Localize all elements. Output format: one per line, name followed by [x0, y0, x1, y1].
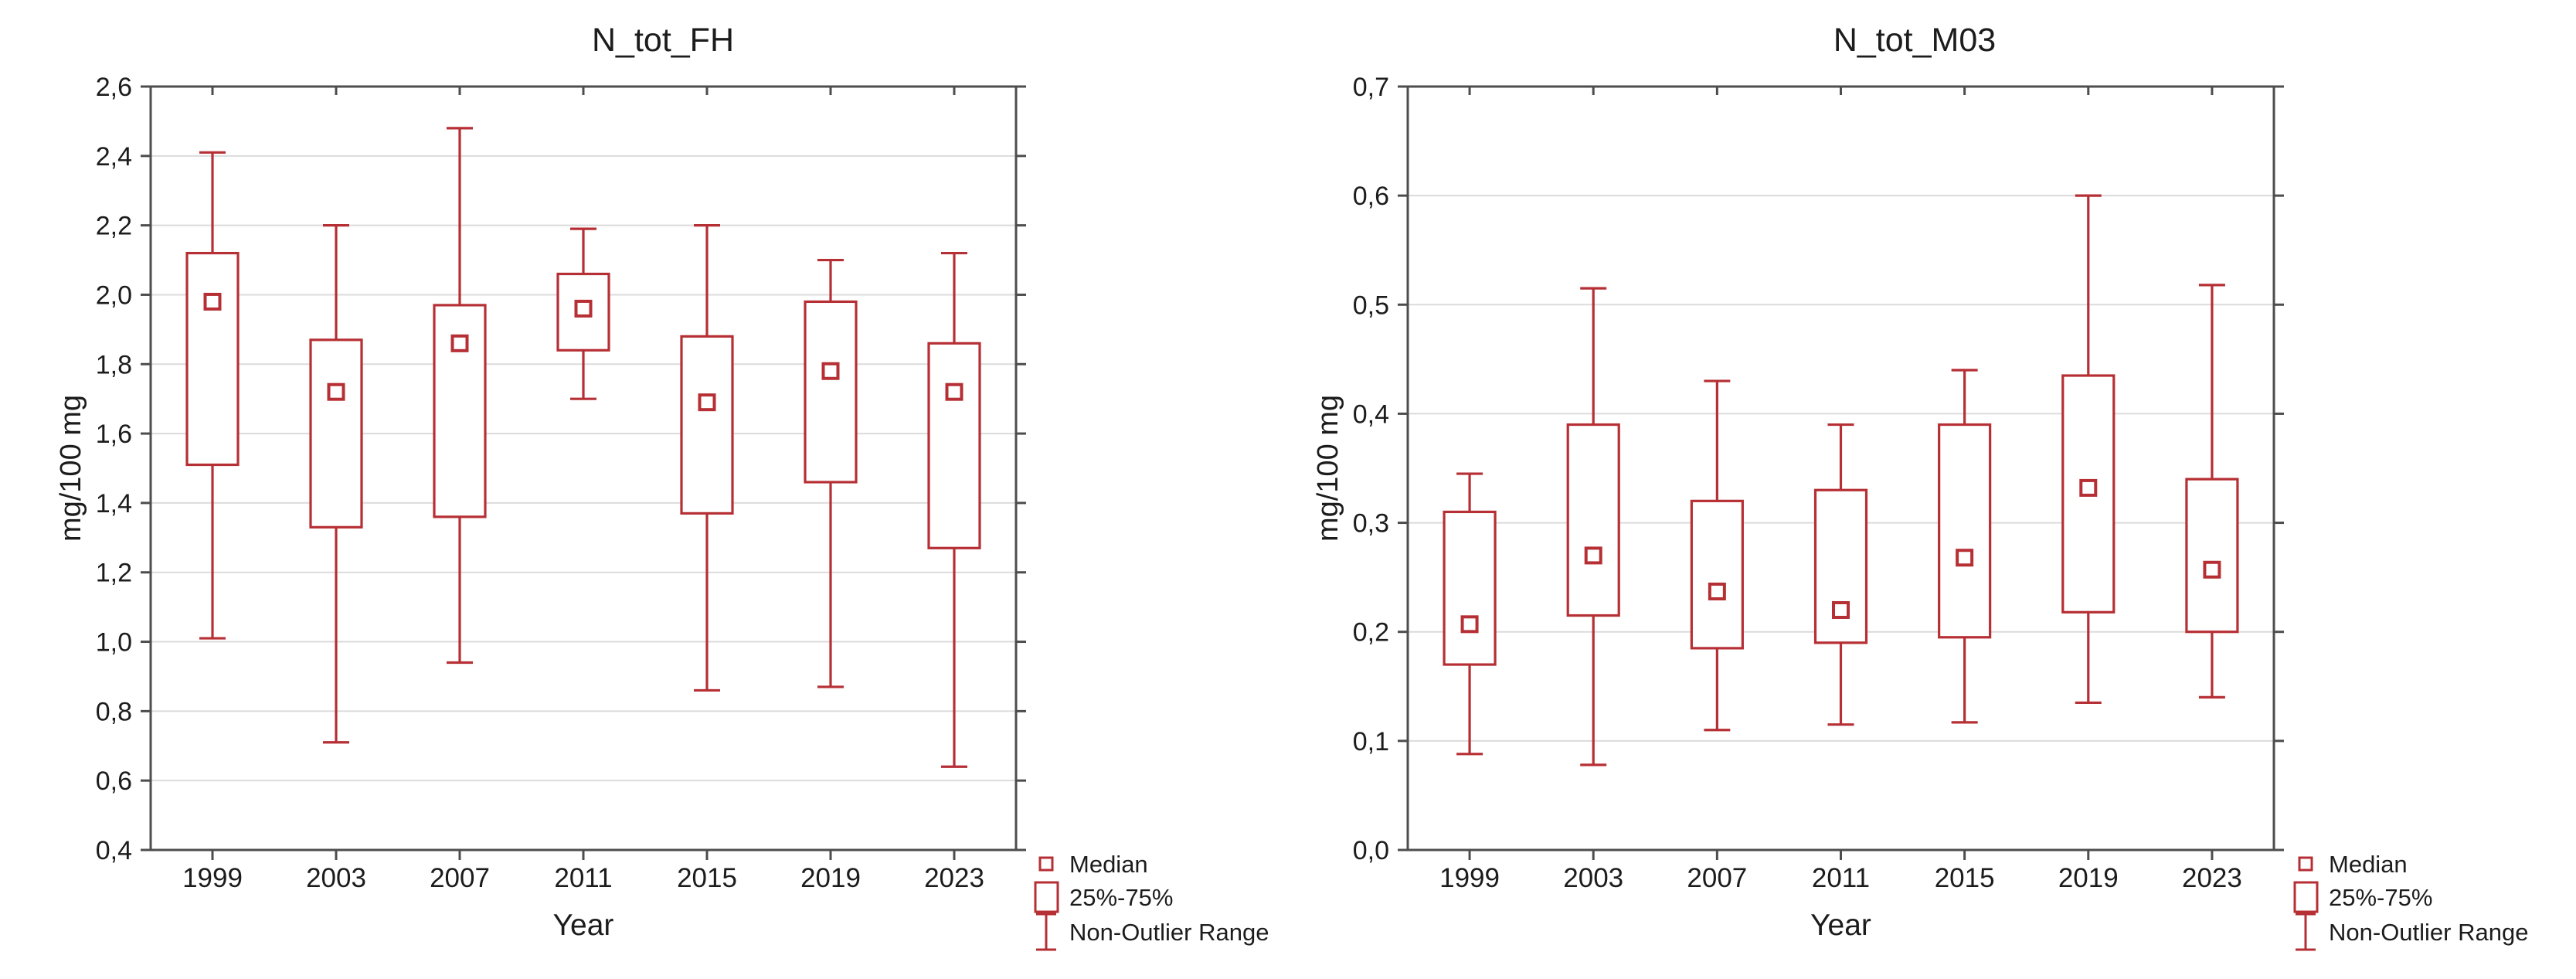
- n_tot_m03-xtick-label-2019: 2019: [2058, 863, 2119, 893]
- n_tot_m03-ytick-label: 0,0: [1353, 836, 1389, 865]
- n_tot_fh-chart-title: N_tot_FH: [592, 22, 734, 59]
- n_tot_m03-chart-title: N_tot_M03: [1833, 22, 1996, 59]
- n_tot_fh-xtick-label-2023: 2023: [924, 863, 984, 893]
- chart-n_tot_fh: [141, 85, 1059, 951]
- n_tot_m03-boxplot-2019: [2061, 194, 2116, 705]
- n_tot_fh-xtick-label-2003: 2003: [306, 863, 366, 893]
- n_tot_fh-boxplot-2019: [804, 258, 858, 688]
- n_tot_m03-iqr-box-2011: [1813, 488, 1868, 644]
- n_tot_m03-median-marker-2015: [1956, 549, 1974, 567]
- n_tot_m03-xtick-label-2023: 2023: [2182, 863, 2242, 893]
- n_tot_m03-xtick-label-2003: 2003: [1563, 863, 1623, 893]
- n_tot_m03-iqr-box-2023: [2185, 478, 2239, 634]
- n_tot_m03-median-marker-2007: [1708, 582, 1726, 600]
- n_tot_fh-median-marker-2011: [574, 299, 593, 318]
- n_tot_fh-ytick-label: 1,6: [96, 420, 132, 449]
- n_tot_fh-y-axis-label: mg/100 mg: [55, 395, 87, 542]
- n_tot_m03-legend-label-0: Median: [2329, 851, 2408, 878]
- n_tot_fh-legend-box-icon: [1034, 881, 1059, 913]
- n_tot_fh-ytick-label: 0,4: [96, 836, 132, 865]
- n_tot_m03-y-axis-label: mg/100 mg: [1312, 395, 1344, 542]
- n_tot_m03-iqr-box-2003: [1566, 423, 1620, 617]
- n_tot_fh-iqr-box-2019: [804, 300, 858, 484]
- n_tot_fh-legend-label-2: Non-Outlier Range: [1069, 919, 1269, 946]
- n_tot_fh-boxplot-2007: [433, 127, 487, 665]
- n_tot_fh-median-marker-2023: [945, 382, 963, 401]
- n_tot_fh-median-marker-2019: [821, 362, 840, 380]
- n_tot_m03-xtick-label-2011: 2011: [1812, 863, 1870, 893]
- n_tot_fh-x-axis-label: Year: [553, 909, 614, 942]
- n_tot_fh-iqr-box-2003: [309, 338, 363, 529]
- n_tot_fh-median-marker-2015: [698, 393, 716, 412]
- n_tot_m03-median-marker-2011: [1832, 600, 1850, 619]
- n_tot_m03-legend-label-2: Non-Outlier Range: [2329, 919, 2528, 946]
- n_tot_fh-ytick-label: 1,4: [96, 489, 132, 518]
- n_tot_fh-median-marker-2007: [450, 334, 469, 352]
- n_tot_m03-median-marker-2019: [2079, 478, 2098, 497]
- n_tot_m03-boxplot-1999: [1443, 472, 1497, 756]
- n_tot_fh-xtick-label-2019: 2019: [800, 863, 861, 893]
- n_tot_m03-xtick-label-1999: 1999: [1439, 863, 1500, 893]
- n_tot_fh-iqr-box-2015: [680, 335, 734, 515]
- n_tot_fh-iqr-box-2023: [927, 342, 981, 549]
- n_tot_m03-ytick-label: 0,7: [1353, 73, 1389, 102]
- n_tot_m03-legend: [2293, 856, 2319, 951]
- n_tot_fh-ytick-label: 1,0: [96, 628, 132, 658]
- n_tot_m03-legend-box-icon: [2293, 881, 2319, 913]
- n_tot_m03-boxplot-2023: [2185, 284, 2239, 699]
- n_tot_m03-boxplot-2015: [1938, 369, 1992, 724]
- n_tot_m03-ytick-label: 0,1: [1353, 727, 1389, 756]
- n_tot_fh-ytick-label: 1,8: [96, 350, 132, 379]
- n_tot_fh-ytick-label: 0,6: [96, 767, 132, 796]
- n_tot_m03-ytick-label: 0,4: [1353, 399, 1389, 429]
- n_tot_m03-x-axis-label: Year: [1810, 909, 1871, 942]
- n_tot_fh-plot-frame: [149, 85, 1018, 852]
- n_tot_fh-ytick-label: 2,6: [96, 73, 132, 102]
- n_tot_fh-legend: [1034, 856, 1059, 951]
- n_tot_fh-xtick-label-1999: 1999: [182, 863, 243, 893]
- n_tot_fh-xtick-label-2007: 2007: [430, 863, 490, 893]
- n_tot_fh-legend-label-1: 25%-75%: [1069, 884, 1173, 911]
- n_tot_fh-median-marker-2003: [327, 382, 345, 401]
- n_tot_m03-boxplot-2011: [1813, 423, 1868, 726]
- n_tot_m03-xtick-label-2007: 2007: [1687, 863, 1747, 893]
- n_tot_fh-xtick-label-2015: 2015: [677, 863, 737, 893]
- n_tot_fh-boxplot-2015: [680, 224, 734, 692]
- n_tot_m03-median-marker-1999: [1460, 615, 1479, 634]
- n_tot_fh-median-marker-1999: [203, 292, 222, 311]
- n_tot_m03-legend-median-icon: [2298, 856, 2313, 872]
- n_tot_fh-boxplot-2011: [556, 227, 610, 400]
- n_tot_m03-iqr-box-2015: [1938, 423, 1992, 639]
- n_tot_fh-ytick-label: 1,2: [96, 559, 132, 588]
- n_tot_m03-legend-label-1: 25%-75%: [2329, 884, 2432, 911]
- n_tot_m03-boxplot-2007: [1690, 379, 1744, 732]
- n_tot_fh-iqr-box-1999: [185, 251, 240, 467]
- n_tot_m03-median-marker-2023: [2203, 560, 2221, 579]
- n_tot_m03-iqr-box-1999: [1443, 510, 1497, 666]
- n_tot_m03-ytick-label: 0,5: [1353, 291, 1389, 320]
- n_tot_m03-boxplot-2003: [1566, 287, 1620, 767]
- n_tot_fh-legend-label-0: Median: [1069, 851, 1148, 878]
- n_tot_fh-boxplot-2023: [927, 251, 981, 768]
- n_tot_fh-ytick-label: 2,2: [96, 212, 132, 241]
- n_tot_fh-legend-median-icon: [1038, 856, 1054, 872]
- n_tot_m03-xtick-label-2015: 2015: [1935, 863, 1995, 893]
- n_tot_fh-boxplot-2003: [309, 224, 363, 744]
- n_tot_m03-ytick-label: 0,6: [1353, 182, 1389, 211]
- n_tot_fh-boxplot-1999: [185, 151, 240, 640]
- n_tot_m03-ytick-label: 0,2: [1353, 618, 1389, 648]
- n_tot_fh-ytick-label: 0,8: [96, 697, 132, 726]
- chart-n_tot_m03: [1398, 85, 2319, 951]
- n_tot_fh-xtick-label-2011: 2011: [554, 863, 612, 893]
- n_tot_m03-median-marker-2003: [1584, 546, 1602, 565]
- n_tot_fh-ytick-label: 2,0: [96, 280, 132, 310]
- n_tot_m03-iqr-box-2007: [1690, 499, 1744, 650]
- n_tot_fh-ytick-label: 2,4: [96, 142, 132, 172]
- n_tot_m03-ytick-label: 0,3: [1353, 509, 1389, 539]
